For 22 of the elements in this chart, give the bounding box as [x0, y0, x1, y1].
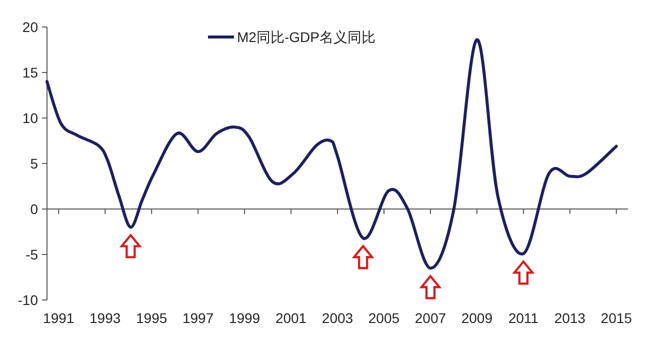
y-tick-label: 20 [22, 19, 38, 35]
x-tick-label: 2009 [461, 310, 493, 326]
legend: M2同比-GDP名义同比 [208, 29, 376, 45]
x-tick-label: 2007 [414, 310, 446, 326]
x-tick-label: 2011 [508, 310, 539, 326]
x-tick-label: 2013 [554, 310, 586, 326]
x-tick-label: 1995 [136, 310, 168, 326]
x-tick-label: 1991 [43, 310, 74, 326]
x-tick-label: 2003 [322, 310, 354, 326]
y-tick-label: -5 [26, 246, 38, 262]
x-tick-label: 2001 [275, 310, 307, 326]
y-tick-label: 5 [30, 156, 38, 172]
legend-label: M2同比-GDP名义同比 [237, 29, 376, 45]
x-tick-label: 2005 [368, 310, 400, 326]
x-tick-label: 1997 [182, 310, 214, 326]
x-tick-label: 1999 [228, 310, 260, 326]
y-tick-label: 10 [22, 110, 38, 126]
x-tick-label: 1993 [90, 310, 121, 326]
x-tick-label: 2015 [600, 310, 632, 326]
y-tick-label: 15 [22, 64, 38, 80]
y-tick-label: -10 [18, 292, 38, 308]
y-tick-label: 0 [30, 201, 38, 217]
